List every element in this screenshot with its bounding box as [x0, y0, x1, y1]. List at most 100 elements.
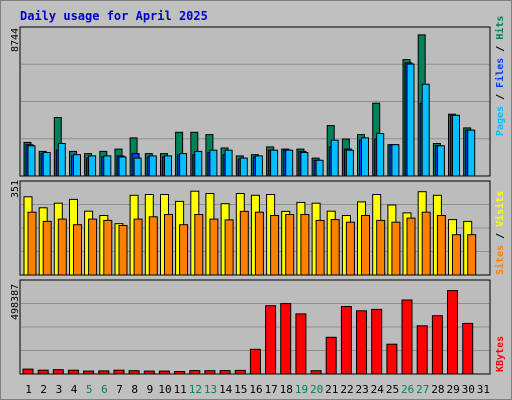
- sites-bar: [42, 220, 52, 276]
- kbytes-bar: [447, 290, 458, 375]
- x-tick-label: 10: [158, 383, 171, 396]
- hits-y-max-label: 8744: [10, 28, 21, 52]
- sites-bar: [361, 215, 370, 276]
- kbytes-bar: [280, 303, 292, 375]
- visits-sites-right-label: Sites / Visits: [494, 191, 506, 275]
- pages-bar: [224, 149, 233, 177]
- kbytes-bar: [174, 371, 186, 375]
- pages-bar: [376, 133, 385, 177]
- kbytes-bar: [416, 325, 428, 375]
- hits-files-pages-right-label-separator: /: [495, 40, 506, 58]
- x-tick-label: 25: [386, 383, 399, 396]
- kbytes-bar: [356, 310, 367, 375]
- pages-bar: [179, 153, 188, 177]
- sites-bar: [27, 211, 37, 276]
- kbytes-bar: [219, 370, 231, 375]
- x-tick-label: 6: [101, 383, 108, 396]
- pages-bar: [330, 139, 339, 177]
- sites-bar: [179, 224, 189, 276]
- x-tick-label: 14: [219, 383, 233, 396]
- kbytes-bar: [143, 370, 155, 375]
- pages-bar: [103, 155, 112, 177]
- pages-bar: [209, 149, 218, 177]
- kbytes-bar: [386, 343, 398, 375]
- kbytes-bar: [234, 369, 246, 375]
- hits-files-pages-right-label-part: Pages: [495, 106, 506, 136]
- x-tick-label: 9: [147, 383, 154, 396]
- x-tick-label: 17: [265, 383, 278, 396]
- visits-sites-right-label-part: Sites: [494, 245, 506, 275]
- kbytes-bar: [189, 370, 201, 375]
- x-tick-label: 30: [462, 383, 475, 396]
- pages-bar: [361, 137, 369, 177]
- pages-bar: [73, 154, 81, 177]
- sites-bar: [73, 224, 82, 276]
- sites-bar: [421, 211, 431, 276]
- pages-bar: [194, 150, 203, 177]
- sites-bar: [103, 219, 113, 276]
- x-tick-label: 1: [25, 383, 32, 396]
- pages-bar: [133, 157, 142, 177]
- x-tick-label: 5: [86, 383, 93, 396]
- x-tick-label: 15: [234, 383, 247, 396]
- pages-bar: [406, 63, 415, 177]
- pages-bar: [239, 157, 248, 177]
- pages-bar: [285, 149, 294, 177]
- x-tick-label: 21: [325, 383, 338, 396]
- visits-y-max-label: 351: [10, 180, 21, 198]
- sites-bar: [148, 216, 158, 276]
- sites-bar: [436, 215, 446, 276]
- x-tick-label: 16: [249, 383, 262, 396]
- pages-bar: [148, 155, 157, 177]
- kbytes-bar: [295, 313, 307, 375]
- sites-bar: [88, 218, 98, 276]
- x-tick-label: 26: [401, 383, 414, 396]
- kbytes-bar: [249, 348, 261, 375]
- x-tick-label: 2: [40, 383, 47, 396]
- kbytes-right-label-part: KBytes: [495, 336, 506, 372]
- x-tick-label: 19: [295, 383, 308, 396]
- pages-bar: [436, 145, 445, 177]
- x-tick-label: 28: [431, 383, 444, 396]
- x-tick-label: 8: [131, 383, 138, 396]
- pages-bar: [345, 149, 354, 177]
- kbytes-bar: [52, 369, 64, 375]
- pages-bar: [315, 159, 324, 177]
- pages-bar: [57, 143, 66, 177]
- sites-bar: [209, 218, 219, 276]
- sites-bar: [376, 219, 386, 276]
- right-axis-labels: Pages / Files / Hits Sites / Visits KBytes: [494, 16, 506, 372]
- sites-bar: [345, 221, 355, 276]
- kbytes-bar: [265, 305, 277, 375]
- kbytes-bar: [22, 368, 34, 375]
- pages-bar: [88, 155, 97, 177]
- x-tick-label: 20: [310, 383, 323, 396]
- x-tick-label: 3: [56, 383, 63, 396]
- kbytes-right-label: KBytes: [495, 336, 506, 372]
- x-tick-label: 12: [189, 383, 202, 396]
- x-tick-label: 18: [280, 383, 293, 396]
- kbytes-bar: [310, 370, 322, 375]
- x-tick-label: 31: [477, 383, 490, 396]
- kbytes-bar: [98, 370, 110, 375]
- kbytes-bar: [83, 370, 95, 375]
- sites-bar: [239, 210, 249, 276]
- x-tick-label: 27: [416, 383, 429, 396]
- x-tick-label: 23: [355, 383, 368, 396]
- kbytes-bar: [325, 336, 337, 375]
- x-tick-label: 22: [340, 383, 353, 396]
- pages-bar: [42, 152, 51, 177]
- kbytes-bar: [37, 369, 49, 375]
- hits-files-pages-right-label-separator: /: [495, 88, 506, 106]
- chart-title: Daily usage for April 2025: [20, 9, 208, 23]
- kbytes-bar: [462, 322, 474, 375]
- sites-bar: [118, 225, 128, 276]
- pages-bar: [421, 83, 430, 177]
- kbytes-bar: [128, 370, 140, 375]
- x-tick-label: 7: [116, 383, 123, 396]
- kbytes-bar: [431, 315, 443, 375]
- sites-bar: [194, 214, 204, 276]
- pages-bar: [452, 114, 460, 177]
